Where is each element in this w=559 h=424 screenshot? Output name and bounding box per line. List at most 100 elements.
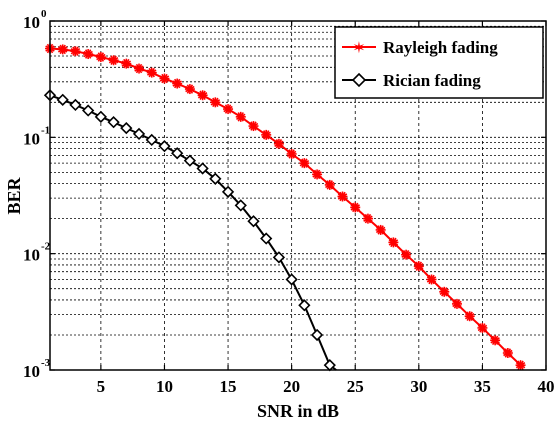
- data-point-rayleigh: [57, 44, 68, 55]
- data-point-rayleigh: [350, 202, 361, 213]
- data-point-rician: [69, 98, 82, 112]
- data-point-rician: [310, 328, 324, 342]
- y-tick-exponent: -1: [41, 124, 50, 136]
- y-tick-label: 10: [23, 13, 40, 32]
- x-tick-label: 10: [156, 377, 173, 396]
- data-point-rayleigh: [388, 237, 399, 248]
- data-point-rayleigh: [286, 148, 297, 159]
- data-point-rayleigh: [95, 52, 106, 63]
- star-ray: [134, 65, 144, 72]
- data-point-rayleigh: [337, 191, 348, 202]
- data-point-rayleigh: [184, 84, 195, 95]
- data-point-rician: [94, 110, 108, 123]
- data-point-rayleigh: [210, 97, 221, 108]
- data-point-rician: [56, 93, 69, 106]
- data-point-rayleigh: [401, 249, 412, 260]
- legend-label-rayleigh: Rayleigh fading: [383, 38, 498, 57]
- data-point-rayleigh: [197, 90, 208, 101]
- data-point-rayleigh: [312, 169, 323, 180]
- star-ray: [83, 50, 93, 58]
- legend: ✶ Rayleigh fading Rician fading: [334, 26, 544, 99]
- x-tick-label: 40: [538, 377, 555, 396]
- data-point-rician: [183, 154, 197, 167]
- star-ray: [210, 99, 221, 106]
- data-point-rayleigh: [515, 360, 526, 371]
- plot-frame: [49, 20, 547, 371]
- y-tick-exponent: -3: [41, 357, 51, 369]
- data-point-rayleigh: [477, 322, 488, 333]
- data-point-rayleigh: [362, 213, 373, 224]
- data-point-rician: [171, 147, 184, 160]
- star-ray: [274, 140, 284, 147]
- star-ray: [337, 193, 348, 200]
- star-ray: [350, 204, 360, 211]
- star-ray: [401, 251, 411, 258]
- star-ray: [197, 92, 208, 99]
- data-point-rayleigh: [426, 274, 437, 285]
- star-ray: [121, 60, 132, 67]
- star-ray: [325, 181, 335, 189]
- star-ray: [452, 300, 462, 308]
- data-point-rician: [120, 121, 133, 135]
- data-point-rician: [260, 232, 273, 245]
- data-point-rayleigh: [299, 158, 310, 169]
- data-point-rician: [158, 140, 171, 153]
- star-ray: [96, 53, 106, 61]
- star-ray: [515, 361, 526, 369]
- data-point-rician: [132, 127, 146, 141]
- data-point-rayleigh: [223, 104, 234, 115]
- data-point-rayleigh: [248, 121, 259, 132]
- data-point-rayleigh: [273, 138, 284, 149]
- star-ray: [185, 85, 195, 93]
- x-axis-label: SNR in dB: [257, 401, 339, 421]
- data-point-rayleigh: [146, 67, 157, 78]
- legend-marker-rician: [351, 72, 367, 88]
- star-ray: [286, 150, 297, 158]
- x-tick-label: 35: [474, 377, 491, 396]
- series-layer: [43, 43, 526, 372]
- star-ray: [363, 215, 373, 222]
- star-ray: [426, 276, 437, 283]
- x-tick-label: 25: [347, 377, 364, 396]
- y-tick-label: 10: [23, 362, 40, 381]
- legend-box: [334, 26, 544, 99]
- star-ray: [503, 349, 513, 357]
- star-ray: [159, 75, 170, 82]
- legend-marker-rayleigh: ✶: [352, 38, 365, 57]
- star-ray: [236, 113, 246, 121]
- data-point-rayleigh: [464, 311, 475, 322]
- data-point-rayleigh: [413, 261, 424, 272]
- data-point-rayleigh: [121, 58, 132, 69]
- data-point-rician: [145, 133, 158, 147]
- star-ray: [261, 131, 271, 139]
- star-ray: [490, 337, 500, 344]
- data-point-rician: [82, 104, 95, 117]
- y-tick-exponent: 0: [41, 8, 47, 20]
- y-axis-label: BER: [4, 176, 24, 214]
- data-point-rayleigh: [83, 49, 94, 60]
- star-ray: [108, 57, 119, 64]
- y-tick-exponent: -2: [41, 241, 51, 253]
- data-point-rayleigh: [172, 78, 183, 89]
- data-point-rayleigh: [490, 335, 501, 346]
- data-point-rician: [285, 273, 298, 286]
- x-tick-label: 5: [97, 377, 106, 396]
- data-point-rayleigh: [235, 111, 246, 122]
- data-point-rician: [221, 185, 235, 198]
- star-ray: [172, 80, 182, 87]
- star-ray: [57, 46, 68, 53]
- data-point-rician: [209, 172, 222, 185]
- star-ray: [223, 105, 233, 113]
- data-point-rayleigh: [261, 129, 272, 140]
- data-point-rayleigh: [70, 46, 81, 57]
- data-point-rician: [107, 116, 120, 129]
- data-point-rayleigh: [134, 63, 145, 74]
- star-ray: [312, 171, 322, 178]
- star-ray: [388, 239, 399, 246]
- star-ray: [147, 69, 157, 76]
- x-tick-label: 30: [410, 377, 427, 396]
- data-point-rician: [196, 162, 209, 175]
- star-ray: [439, 288, 449, 296]
- data-point-rayleigh: [159, 73, 170, 84]
